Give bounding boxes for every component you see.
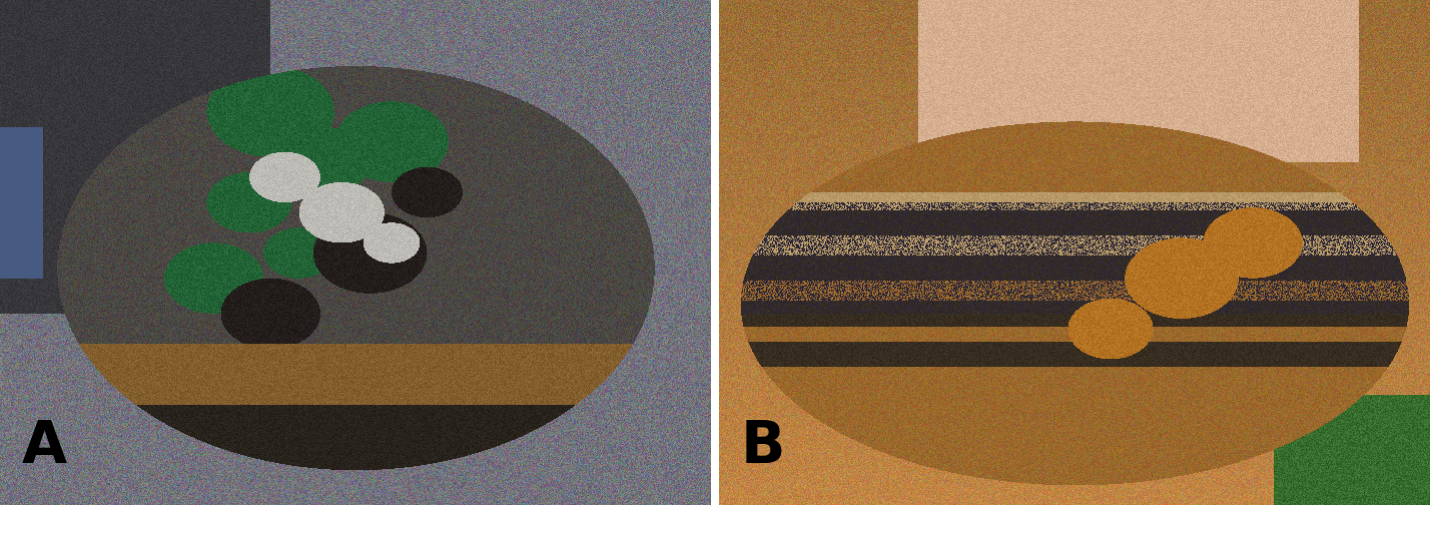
Text: B: B: [741, 417, 785, 475]
Text: A: A: [21, 417, 66, 475]
